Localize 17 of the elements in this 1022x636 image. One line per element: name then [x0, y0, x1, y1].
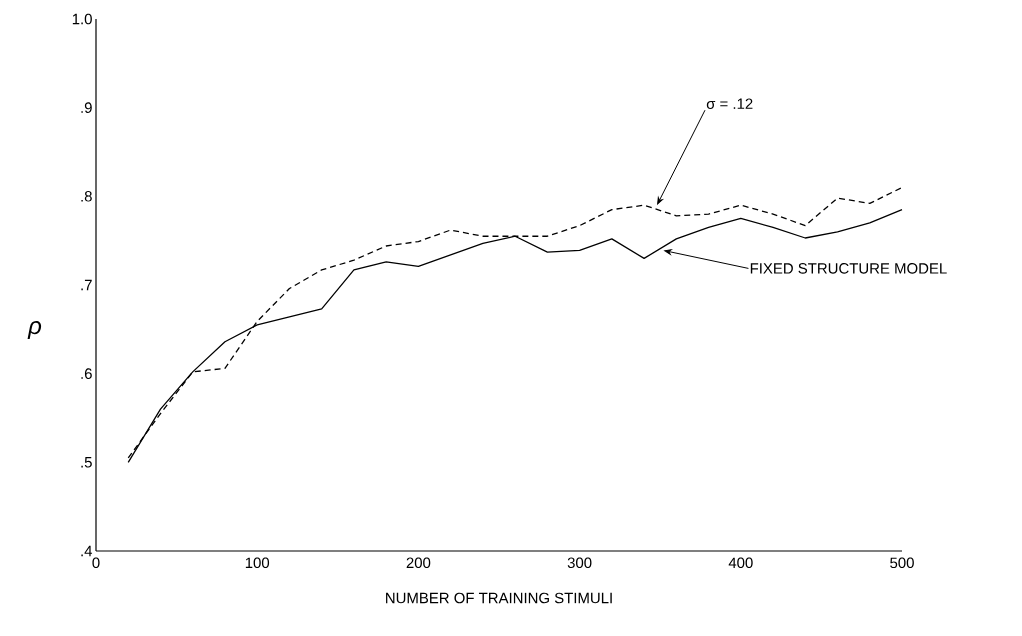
x-tick-label: 100	[245, 557, 270, 569]
x-tick-label: 0	[92, 557, 100, 569]
x-tick-label: 300	[567, 557, 592, 569]
x-tick-label: 500	[890, 557, 914, 569]
y-tick-label: .6	[81, 368, 92, 379]
annotation: σ = .12	[706, 98, 753, 109]
y-axis-title: ρ	[27, 321, 42, 339]
y-tick-label: .5	[81, 457, 92, 468]
y-tick-label: .7	[81, 279, 92, 291]
y-tick-label: .4	[81, 545, 93, 557]
x-tick-label: 400	[728, 557, 753, 569]
x-tick-label: 200	[406, 557, 431, 569]
annotation: FIXED STRUCTURE MODEL	[750, 263, 947, 274]
x-axis-title: NUMBER OF TRAINING STIMULI	[386, 592, 612, 604]
y-tick-label: .9	[81, 102, 92, 113]
y-tick-label: 1.0	[72, 13, 92, 25]
y-tick-label: .8	[81, 191, 92, 202]
